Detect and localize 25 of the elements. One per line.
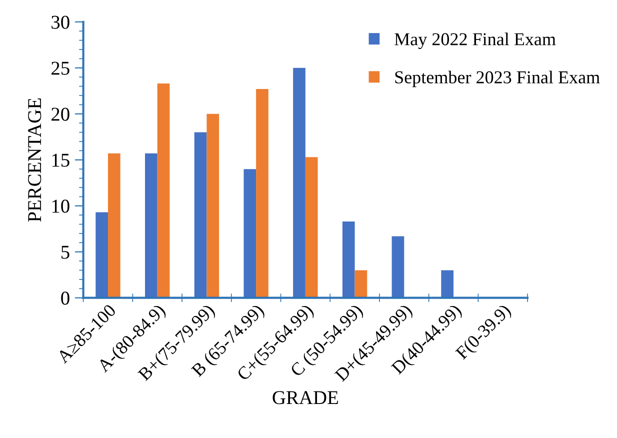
- legend-label: September 2023 Final Exam: [395, 70, 600, 88]
- bar: [108, 153, 120, 298]
- y-tick-label: 20: [52, 108, 70, 121]
- y-tick-label: 25: [52, 62, 70, 75]
- bar: [441, 270, 454, 298]
- y-tick-label: 0: [61, 292, 70, 305]
- y-axis-title: PERCENTAGE: [28, 98, 42, 222]
- y-tick-label: 10: [52, 200, 70, 213]
- bar: [256, 89, 268, 298]
- bar: [305, 157, 318, 298]
- y-tick-label: 5: [62, 246, 70, 259]
- bar: [206, 114, 220, 298]
- bar: [244, 169, 256, 298]
- y-tick-label: 30: [52, 16, 70, 29]
- bar: [157, 84, 170, 298]
- bar: [392, 236, 404, 298]
- bar: [342, 221, 355, 298]
- x-axis-title: GRADE: [272, 391, 338, 404]
- y-tick-label: 15: [52, 154, 70, 167]
- bar: [293, 68, 306, 298]
- legend-label: May 2022 Final Exam: [394, 32, 556, 50]
- bar: [194, 132, 207, 298]
- bar: [96, 212, 108, 298]
- bar: [354, 270, 368, 298]
- bar: [144, 153, 158, 298]
